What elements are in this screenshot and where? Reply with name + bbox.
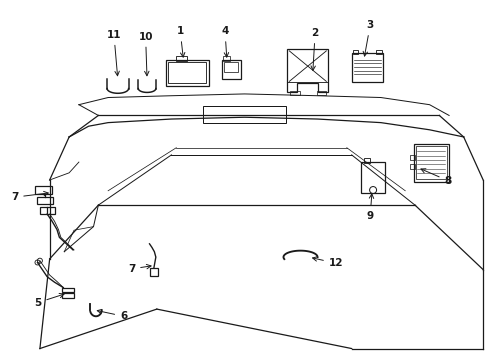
Bar [351, 53, 383, 82]
Bar [40, 207, 55, 214]
Bar [203, 107, 285, 123]
Bar [316, 91, 325, 95]
Text: 6: 6 [97, 309, 127, 321]
Text: 9: 9 [366, 194, 373, 221]
Bar [289, 91, 299, 95]
Bar [413, 144, 448, 182]
Bar [61, 293, 74, 298]
Bar [409, 155, 414, 160]
Bar [361, 162, 384, 193]
Bar [375, 50, 381, 54]
Text: 7: 7 [11, 192, 48, 202]
Bar [61, 288, 74, 292]
Text: 8: 8 [420, 169, 451, 186]
Bar [176, 56, 186, 60]
Bar [168, 62, 205, 83]
Text: 7: 7 [127, 264, 151, 274]
Text: 2: 2 [310, 28, 318, 70]
Bar [363, 158, 369, 163]
Text: 12: 12 [312, 257, 343, 268]
Bar [221, 60, 241, 78]
Bar [35, 186, 52, 194]
Bar [149, 268, 158, 276]
Bar [416, 146, 446, 179]
Text: 11: 11 [106, 30, 121, 76]
Bar [38, 197, 53, 204]
Text: 3: 3 [363, 20, 373, 56]
Text: 4: 4 [221, 26, 228, 57]
Bar [222, 56, 229, 60]
Text: 10: 10 [138, 32, 153, 76]
Text: 5: 5 [34, 293, 64, 308]
Text: 1: 1 [176, 26, 184, 57]
Bar [224, 62, 237, 72]
Bar [165, 60, 209, 86]
Bar [352, 50, 358, 54]
Bar [409, 164, 414, 169]
